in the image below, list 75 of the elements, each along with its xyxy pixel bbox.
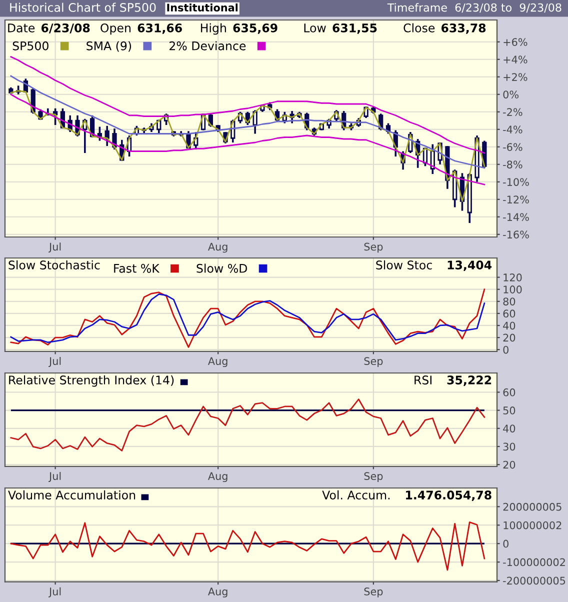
y-tick-label: +4% (504, 56, 528, 64)
y-tick-label: -4% (503, 126, 522, 134)
y-tick-label: -10% (503, 178, 529, 186)
line-series (10, 75, 486, 169)
legend-label: Slow %D (196, 264, 247, 273)
y-tick-label: 0 (503, 540, 508, 548)
annotation: 35,222 (447, 376, 492, 386)
x-tick-label: Jul (48, 587, 61, 598)
annotation: 13,404 (448, 260, 492, 271)
annotation: 1.476.054,78 (406, 490, 492, 501)
x-tick-label: Aug (208, 472, 228, 482)
annotation: Date (8, 24, 35, 32)
candlestick (104, 124, 110, 147)
annotation: Low (304, 24, 326, 32)
text: Timeframe 6/23/08 to 9/23/08 (387, 3, 562, 13)
y-tick-label: -200000005 (503, 576, 566, 585)
y-tick-label: 50 (503, 406, 516, 414)
x-tick-label: Sep (364, 588, 383, 598)
x-tick-label: Aug (208, 242, 228, 253)
y-tick-label: 0% (503, 90, 519, 98)
y-tick-label: -6% (503, 143, 522, 151)
line-series (10, 56, 486, 154)
annotation: 635,69 (233, 23, 278, 34)
x-tick-label: Sep (364, 242, 383, 253)
y-tick-label: -8% (503, 160, 522, 168)
line-series (10, 521, 486, 571)
y-tick-label: 30 (503, 442, 516, 451)
candlestick (252, 109, 258, 135)
x-tick-label: Aug (208, 357, 228, 368)
y-tick-label: 60 (503, 310, 516, 318)
y-tick-label: 120 (504, 274, 522, 282)
chart-title: Slow Stochastic (8, 260, 100, 270)
y-tick-label: +6% (504, 38, 528, 46)
y-tick-label: +2% (504, 73, 528, 81)
annotation: Slow Stoc (376, 260, 432, 270)
annotation: 633,78 (441, 23, 486, 34)
y-tick-label: 200000005 (503, 502, 562, 511)
y-tick-label: 0 (503, 346, 508, 354)
y-tick-label: -2% (503, 108, 522, 116)
y-tick-label: -12% (503, 196, 529, 204)
y-tick-label: -16% (503, 230, 529, 238)
y-tick-label: 100000002 (504, 521, 562, 530)
x-tick-label: Jul (48, 242, 61, 253)
chart-title: Relative Strength Index (14) (9, 375, 174, 387)
y-tick-label: -100000002 (503, 558, 565, 566)
y-tick-label: 100 (504, 286, 522, 294)
y-tick-label: 20 (503, 334, 516, 342)
legend-label: Fast %K (114, 264, 160, 273)
x-tick-label: Aug (208, 588, 228, 598)
y-tick-label: 80 (503, 298, 516, 306)
line-series (10, 398, 486, 452)
annotation: RSI (414, 376, 432, 384)
y-tick-label: 20 (503, 460, 516, 469)
x-tick-label: Jul (48, 356, 61, 367)
legend-label: SMA (9) (86, 41, 132, 52)
legend-label: 2% Deviance (170, 41, 246, 50)
x-tick-label: Sep (364, 472, 383, 482)
annotation: 6/23/08 (41, 23, 90, 34)
y-tick-label: 40 (503, 322, 516, 330)
y-tick-label: -14% (503, 213, 529, 221)
annotation: Open (100, 23, 130, 35)
legend-label: SP500 (12, 41, 48, 50)
chart-title: Historical Chart of SP500 (10, 2, 156, 12)
annotation: 631,66 (138, 23, 182, 34)
text: Institutional (167, 3, 238, 12)
x-tick-label: Sep (364, 357, 383, 368)
annotation: Close (404, 23, 435, 32)
annotation: Vol. Accum. (322, 490, 390, 500)
y-tick-label: 60 (503, 388, 516, 396)
annotation: 631,55 (332, 23, 377, 34)
annotation: High (200, 23, 226, 35)
y-tick-label: 40 (503, 424, 516, 432)
line-series (10, 94, 486, 186)
x-tick-label: Jul (48, 472, 61, 482)
chart-title: Volume Accumulation (8, 490, 136, 500)
